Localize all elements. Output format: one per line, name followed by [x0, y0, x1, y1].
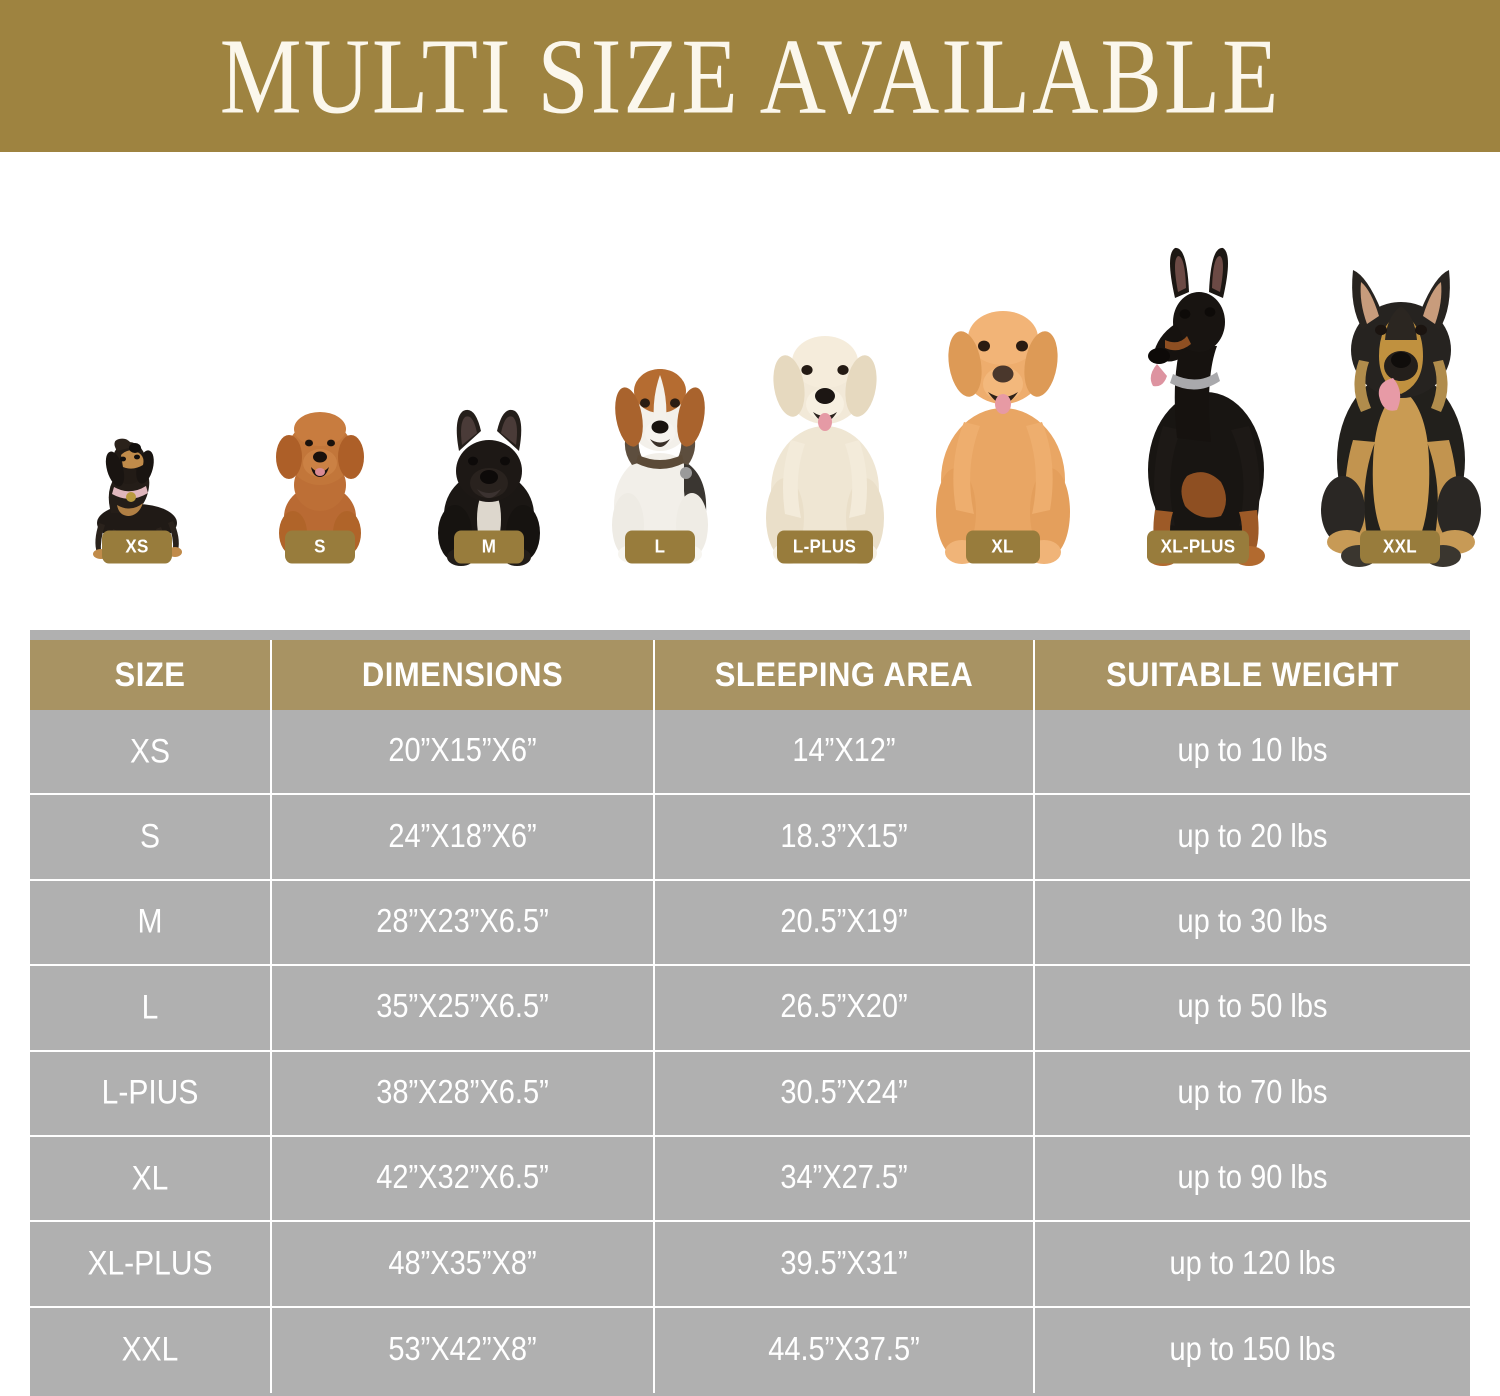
- dog-slot-l: L: [585, 345, 735, 570]
- table-row: L-PIUS 38”X28”X6.5” 30.5”X24” up to 70 l…: [30, 1051, 1470, 1137]
- size-badge-s[interactable]: S: [285, 530, 355, 564]
- doberman-dog-icon: [1146, 247, 1265, 566]
- column-header-size: SIZE: [30, 640, 272, 710]
- cell-sleeping-area: 20.5”X19”: [655, 880, 1035, 965]
- cell-dimensions: 48”X35”X8”: [272, 1222, 655, 1306]
- size-badge-xs[interactable]: XS: [102, 530, 172, 564]
- dog-slot-xs: XS: [72, 435, 202, 570]
- cell-sleeping-area: 44.5”X37.5”: [655, 1307, 1035, 1394]
- cell-weight: up to 90 lbs: [1177, 1159, 1328, 1197]
- cell-dimensions: 28”X23”X6.5”: [272, 880, 655, 965]
- column-header-suitable-weight: SUITABLE WEIGHT: [1035, 640, 1470, 710]
- cell-dimensions: 35”X25”X6.5”: [272, 966, 655, 1050]
- page-title: MULTI SIZE AVAILABLE: [219, 15, 1281, 137]
- dog-slot-m: M: [414, 375, 564, 570]
- table-header-row: SIZE DIMENSIONS SLEEPING AREA SUITABLE W…: [30, 630, 1470, 710]
- size-badge-l[interactable]: L: [625, 530, 695, 564]
- size-badge-xxl[interactable]: XXL: [1360, 530, 1440, 564]
- size-chart-table: SIZE DIMENSIONS SLEEPING AREA SUITABLE W…: [30, 630, 1470, 1396]
- cell-weight: up to 150 lbs: [1169, 1331, 1336, 1369]
- size-badge-l-plus[interactable]: L-PLUS: [776, 530, 873, 564]
- cell-sleeping-area: 39.5”X31”: [655, 1222, 1035, 1306]
- cell-dimensions: 24”X18”X6”: [272, 795, 655, 879]
- cell-size: M: [30, 880, 272, 965]
- dog-slot-s: S: [250, 405, 390, 570]
- cell-dimensions: 20”X15”X6”: [272, 710, 655, 794]
- cell-dimensions: 53”X42”X8”: [272, 1307, 655, 1394]
- table-row: S 24”X18”X6” 18.3”X15” up to 20 lbs: [30, 795, 1470, 881]
- cell-sleeping-area: 30.5”X24”: [655, 1051, 1035, 1135]
- golden-retriever-light-dog-icon: [765, 336, 884, 564]
- cell-dimensions: 42”X32”X6.5”: [272, 1136, 655, 1221]
- cell-weight: up to 10 lbs: [1177, 732, 1328, 770]
- cell-weight: up to 20 lbs: [1177, 818, 1328, 855]
- cell-weight: up to 120 lbs: [1169, 1245, 1336, 1282]
- table-row: XS 20”X15”X6” 14”X12” up to 10 lbs: [30, 710, 1470, 796]
- size-badge-xl[interactable]: XL: [965, 530, 1040, 564]
- table-row: L 35”X25”X6.5” 26.5”X20” up to 50 lbs: [30, 966, 1470, 1052]
- cell-size: S: [30, 795, 272, 879]
- size-badge-m[interactable]: M: [454, 530, 524, 564]
- table-row: XXL 53”X42”X8” 44.5”X37.5” up to 150 lbs: [30, 1307, 1470, 1394]
- cell-sleeping-area: 14”X12”: [655, 710, 1035, 794]
- cell-size: XL: [30, 1136, 272, 1221]
- cell-size: XL-PLUS: [30, 1222, 272, 1306]
- cell-size: XS: [30, 710, 272, 794]
- cell-weight: up to 30 lbs: [1177, 903, 1328, 941]
- cell-weight: up to 70 lbs: [1177, 1074, 1328, 1111]
- column-header-dimensions: DIMENSIONS: [272, 640, 655, 710]
- dog-slot-l-plus: L-PLUS: [742, 300, 907, 570]
- cell-sleeping-area: 34”X27.5”: [655, 1136, 1035, 1221]
- cell-weight: up to 50 lbs: [1177, 989, 1328, 1026]
- dog-slot-xl-plus: XL-PLUS: [1108, 240, 1288, 570]
- german-shepherd-dog-icon: [1320, 270, 1481, 567]
- header-banner: MULTI SIZE AVAILABLE: [0, 0, 1500, 152]
- table-row: M 28”X23”X6.5” 20.5”X19” up to 30 lbs: [30, 880, 1470, 967]
- size-badge-xl-plus[interactable]: XL-PLUS: [1147, 530, 1249, 564]
- cell-sleeping-area: 18.3”X15”: [655, 795, 1035, 879]
- table-row: XL-PLUS 48”X35”X8” 39.5”X31” up to 120 l…: [30, 1222, 1470, 1308]
- cell-size: L-PIUS: [30, 1051, 272, 1135]
- dog-size-lineup: XS S: [0, 152, 1500, 618]
- dog-slot-xl: XL: [915, 280, 1090, 570]
- cell-dimensions: 38”X28”X6.5”: [272, 1051, 655, 1135]
- cell-size: XXL: [30, 1307, 272, 1394]
- table-row: XL 42”X32”X6.5” 34”X27.5” up to 90 lbs: [30, 1136, 1470, 1223]
- column-header-sleeping-area: SLEEPING AREA: [655, 640, 1035, 710]
- cell-size: L: [30, 966, 272, 1050]
- cell-sleeping-area: 26.5”X20”: [655, 966, 1035, 1050]
- golden-retriever-dog-icon: [935, 311, 1070, 564]
- dog-slot-xxl: XXL: [1310, 210, 1490, 570]
